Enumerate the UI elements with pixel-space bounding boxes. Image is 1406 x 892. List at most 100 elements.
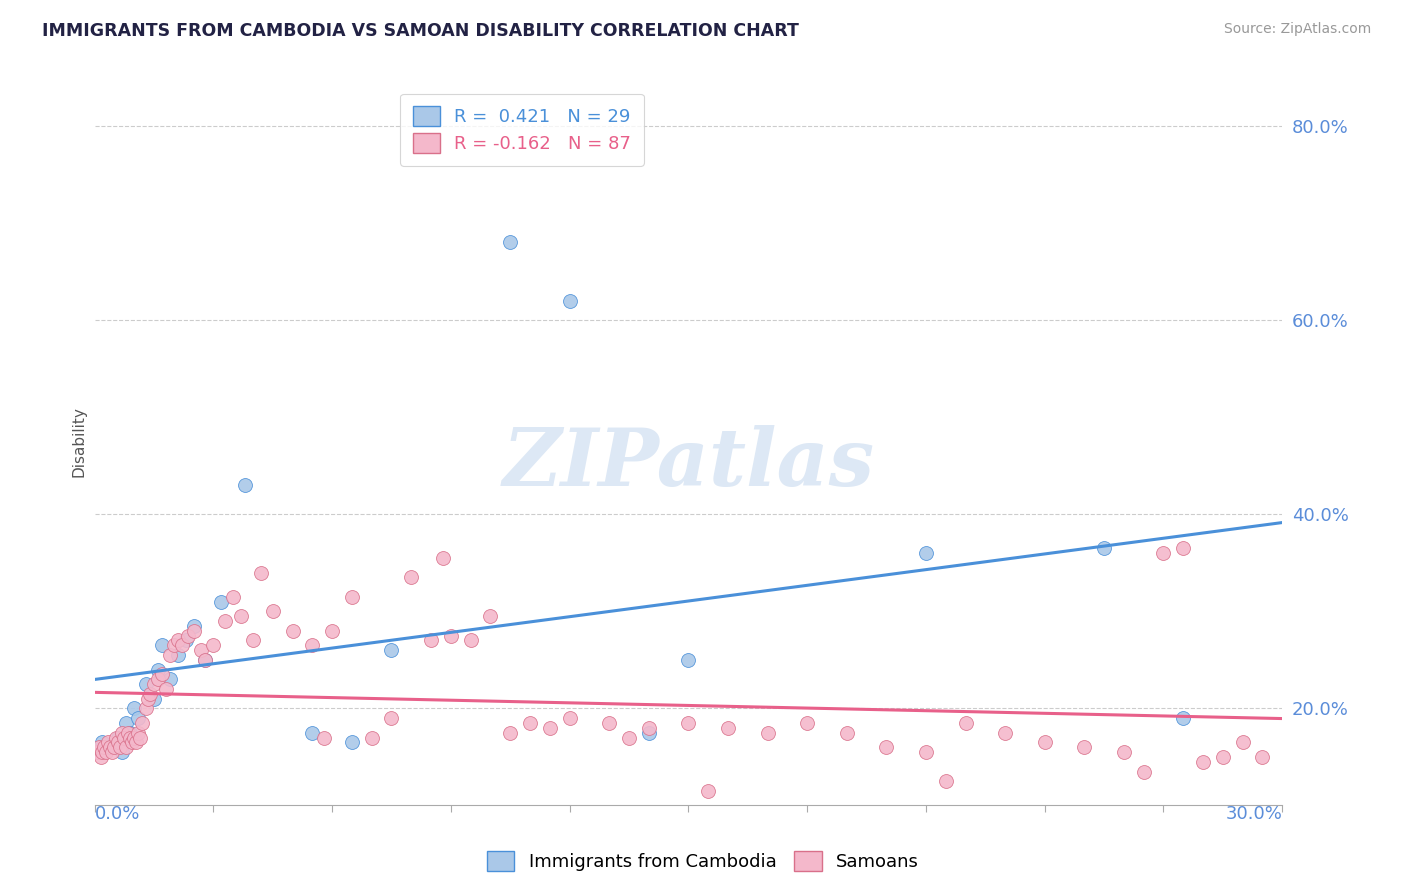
Point	[163, 638, 186, 652]
Point	[460, 633, 482, 648]
Point	[915, 745, 938, 759]
Point	[142, 677, 165, 691]
Point	[120, 731, 142, 745]
Point	[100, 740, 122, 755]
Point	[1232, 735, 1254, 749]
Point	[321, 624, 343, 638]
Point	[637, 721, 659, 735]
Point	[1192, 755, 1215, 769]
Point	[1212, 750, 1234, 764]
Point	[1152, 546, 1174, 560]
Point	[340, 590, 363, 604]
Point	[380, 643, 402, 657]
Point	[380, 711, 402, 725]
Point	[122, 731, 145, 745]
Point	[89, 750, 111, 764]
Point	[97, 735, 120, 749]
Point	[1251, 750, 1274, 764]
Point	[190, 643, 212, 657]
Point	[233, 478, 256, 492]
Point	[159, 673, 181, 687]
Point	[146, 663, 169, 677]
Text: ZIPatlas: ZIPatlas	[502, 425, 875, 502]
Point	[617, 731, 640, 745]
Point	[1173, 541, 1195, 556]
Point	[1033, 735, 1056, 749]
Point	[558, 711, 581, 725]
Point	[717, 721, 740, 735]
Point	[107, 731, 129, 745]
Point	[340, 735, 363, 749]
Point	[115, 716, 138, 731]
Point	[262, 604, 284, 618]
Point	[146, 673, 169, 687]
Point	[360, 731, 382, 745]
Point	[120, 725, 142, 739]
Point	[112, 731, 135, 745]
Point	[166, 648, 188, 662]
Point	[994, 725, 1017, 739]
Point	[875, 740, 897, 755]
Point	[87, 740, 110, 755]
Point	[100, 740, 122, 755]
Point	[440, 629, 463, 643]
Legend: Immigrants from Cambodia, Samoans: Immigrants from Cambodia, Samoans	[479, 844, 927, 879]
Point	[135, 677, 157, 691]
Point	[107, 735, 129, 749]
Point	[176, 629, 198, 643]
Point	[127, 711, 149, 725]
Point	[1073, 740, 1095, 755]
Point	[955, 716, 977, 731]
Point	[401, 570, 423, 584]
Point	[915, 546, 938, 560]
Point	[125, 735, 148, 749]
Point	[314, 731, 336, 745]
Point	[598, 716, 620, 731]
Point	[835, 725, 858, 739]
Point	[131, 716, 153, 731]
Point	[121, 735, 143, 749]
Point	[194, 653, 217, 667]
Point	[110, 740, 132, 755]
Point	[150, 638, 173, 652]
Point	[214, 614, 236, 628]
Point	[111, 725, 134, 739]
Point	[242, 633, 264, 648]
Point	[155, 681, 177, 696]
Point	[142, 691, 165, 706]
Point	[479, 609, 502, 624]
Point	[1112, 745, 1135, 759]
Point	[93, 740, 115, 755]
Text: IMMIGRANTS FROM CAMBODIA VS SAMOAN DISABILITY CORRELATION CHART: IMMIGRANTS FROM CAMBODIA VS SAMOAN DISAB…	[42, 22, 799, 40]
Point	[420, 633, 443, 648]
Text: 0.0%: 0.0%	[94, 805, 141, 823]
Text: Source: ZipAtlas.com: Source: ZipAtlas.com	[1223, 22, 1371, 37]
Point	[432, 551, 454, 566]
Point	[111, 745, 134, 759]
Legend: R =  0.421   N = 29, R = -0.162   N = 87: R = 0.421 N = 29, R = -0.162 N = 87	[401, 94, 644, 166]
Point	[129, 731, 152, 745]
Point	[150, 667, 173, 681]
Point	[159, 648, 181, 662]
Point	[637, 725, 659, 739]
Point	[91, 735, 114, 749]
Point	[678, 716, 700, 731]
Point	[499, 235, 522, 250]
Point	[281, 624, 304, 638]
Point	[229, 609, 252, 624]
Point	[166, 633, 188, 648]
Point	[499, 725, 522, 739]
Point	[135, 701, 157, 715]
Point	[127, 725, 149, 739]
Point	[301, 725, 323, 739]
Point	[139, 687, 162, 701]
Point	[105, 731, 128, 745]
Point	[115, 740, 138, 755]
Point	[103, 740, 125, 755]
Point	[96, 745, 118, 759]
Point	[91, 745, 114, 759]
Y-axis label: Disability: Disability	[72, 406, 86, 477]
Point	[519, 716, 541, 731]
Point	[209, 594, 232, 608]
Point	[136, 691, 159, 706]
